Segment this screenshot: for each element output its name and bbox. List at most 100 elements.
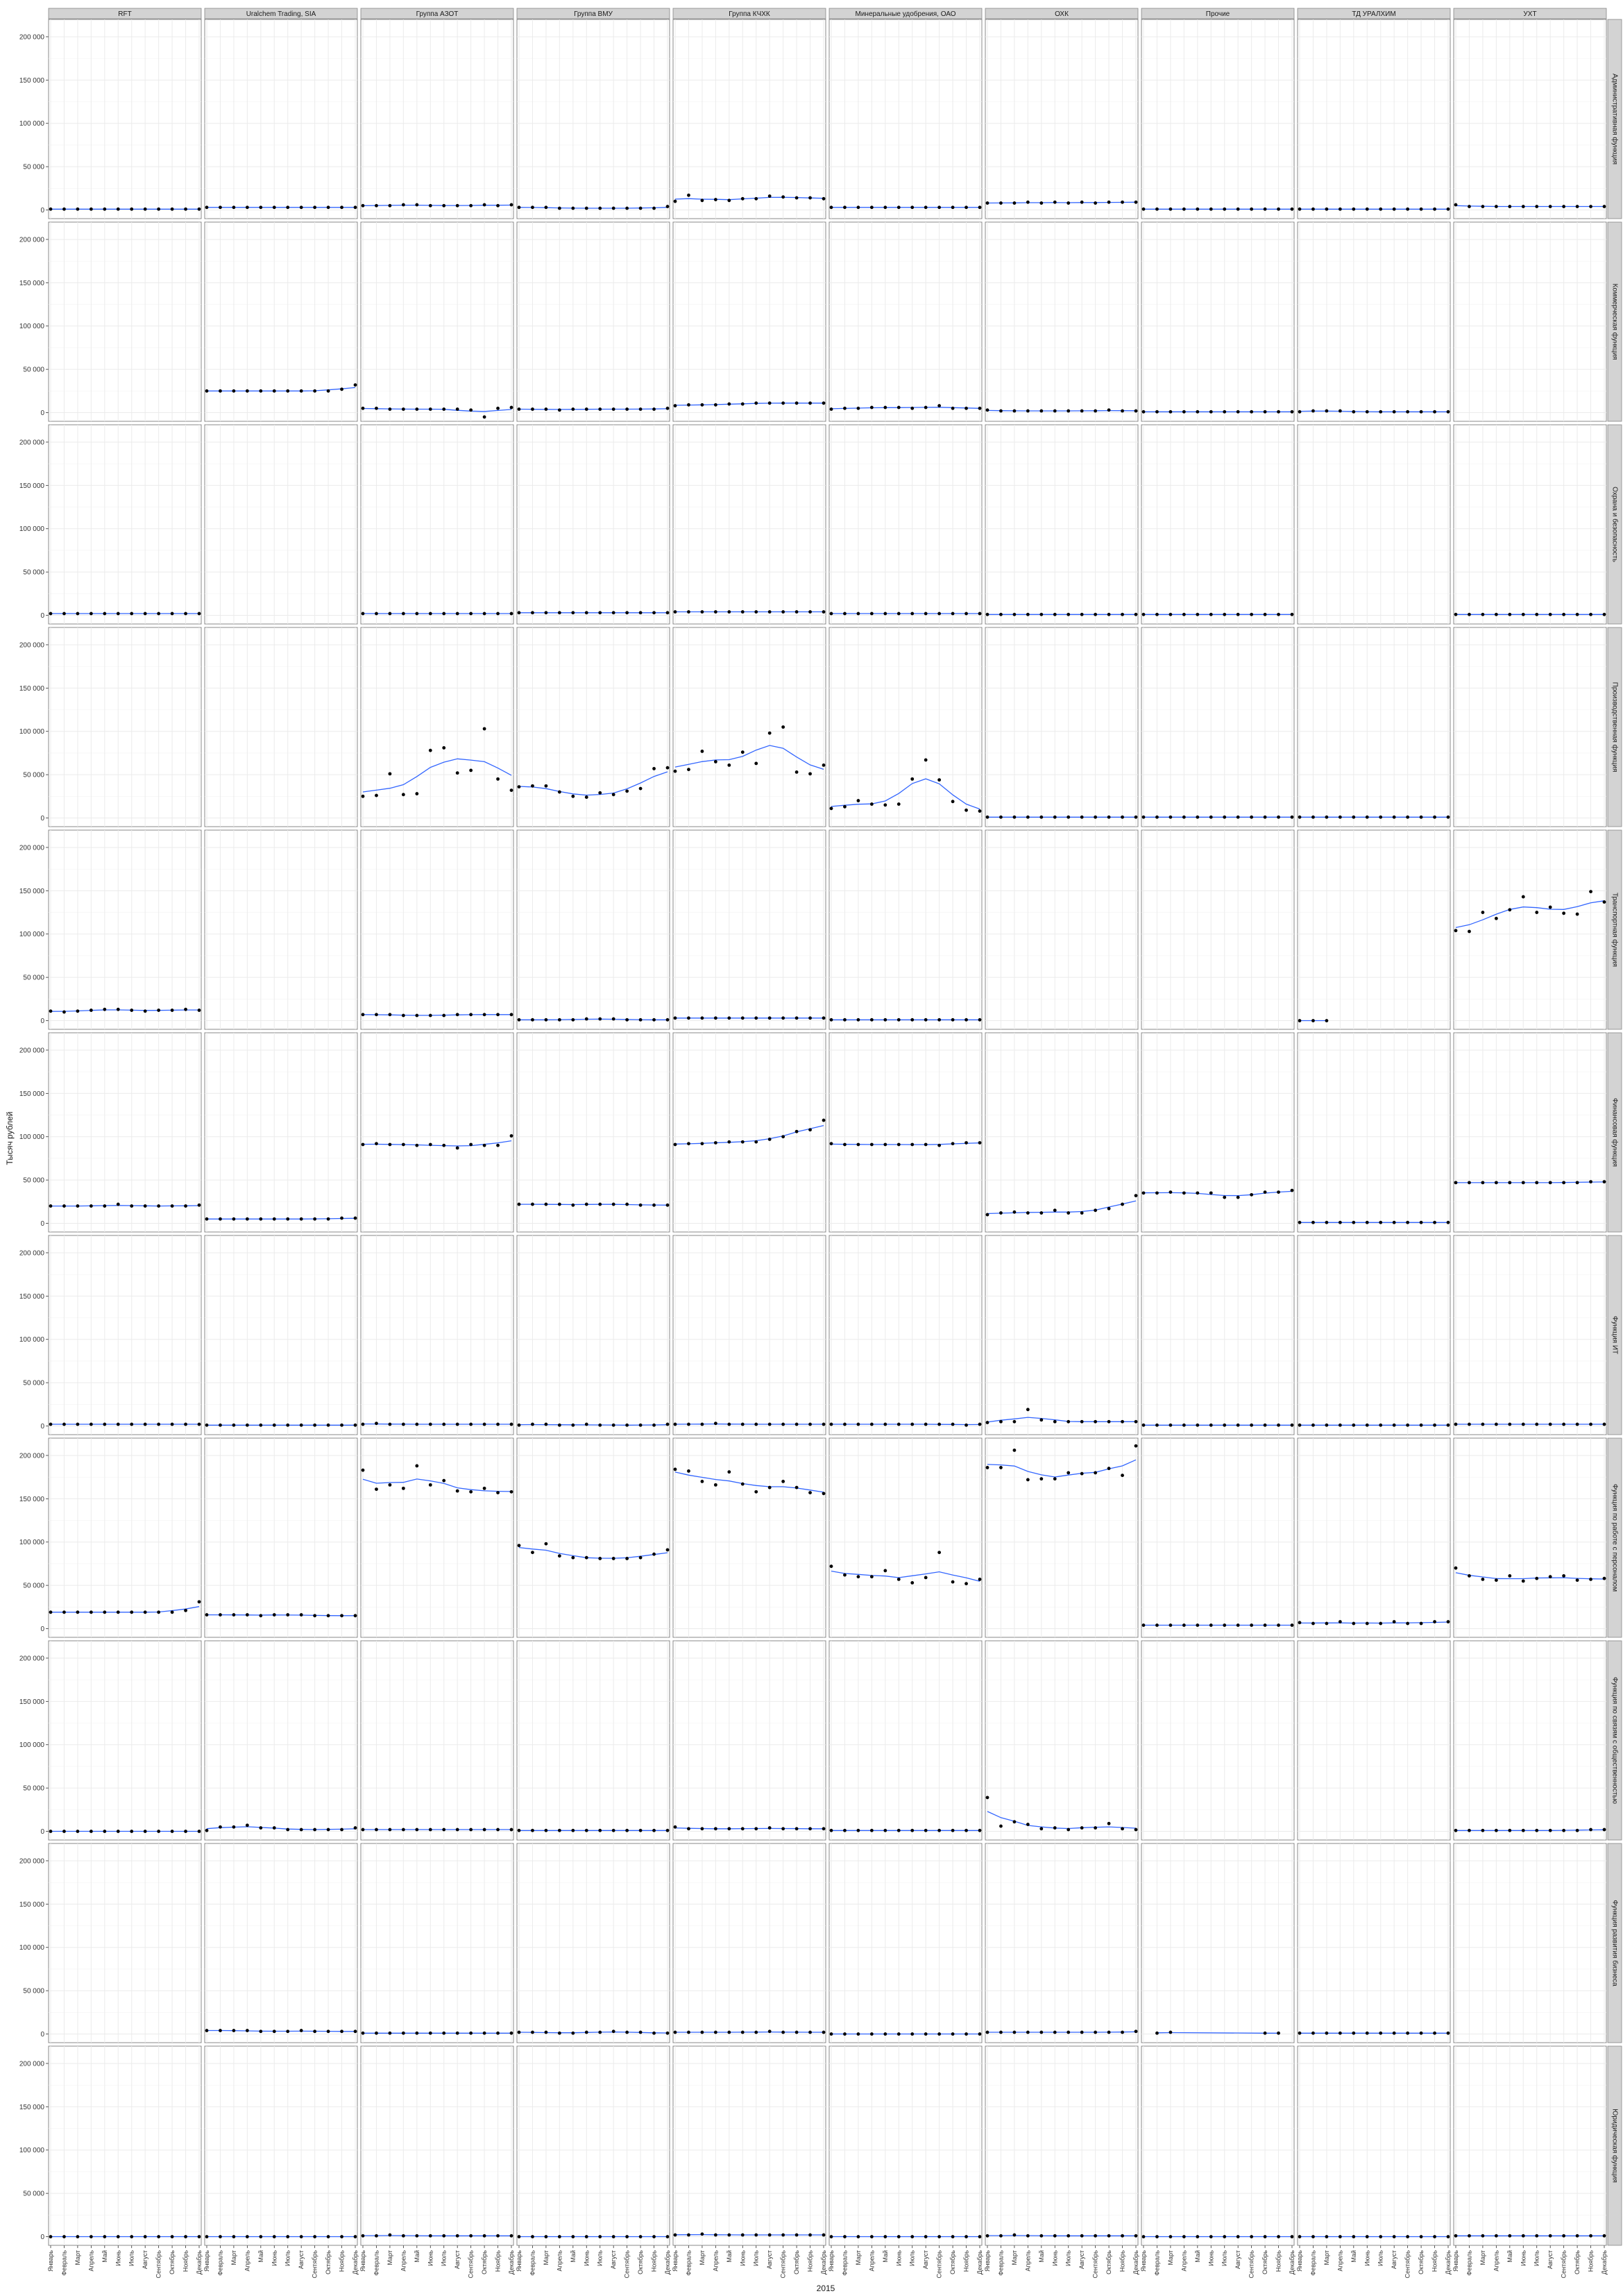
data-point bbox=[1067, 2030, 1071, 2034]
panel bbox=[1141, 2045, 1295, 2246]
data-point bbox=[1311, 815, 1315, 819]
data-point bbox=[326, 1217, 330, 1221]
data-point bbox=[313, 389, 317, 393]
data-point bbox=[76, 611, 80, 616]
data-point bbox=[571, 794, 575, 798]
data-point bbox=[544, 784, 548, 788]
x-tick-label: Июнь bbox=[114, 2250, 121, 2266]
data-point bbox=[299, 205, 303, 210]
data-point bbox=[611, 793, 615, 797]
data-point bbox=[924, 405, 928, 410]
smooth-line bbox=[831, 1142, 980, 1145]
data-point bbox=[1562, 612, 1566, 616]
data-point bbox=[829, 2235, 833, 2238]
data-point bbox=[951, 611, 955, 616]
smooth-line bbox=[362, 407, 512, 412]
panel bbox=[829, 1843, 983, 2043]
data-point bbox=[740, 610, 745, 614]
data-point bbox=[965, 1018, 968, 1022]
data-point bbox=[1338, 1220, 1342, 1224]
panel bbox=[516, 2045, 670, 2246]
data-point bbox=[638, 1203, 643, 1207]
data-point bbox=[1250, 207, 1254, 211]
smooth-line bbox=[207, 1614, 355, 1617]
data-point bbox=[1298, 1621, 1302, 1625]
data-point bbox=[496, 611, 500, 616]
y-tick-label: 100 000 bbox=[19, 1336, 45, 1344]
data-point bbox=[571, 1203, 575, 1207]
data-point bbox=[1602, 205, 1606, 208]
data-point bbox=[822, 1118, 826, 1122]
data-point bbox=[531, 1422, 534, 1426]
panel bbox=[48, 1843, 202, 2043]
data-point bbox=[496, 1422, 500, 1426]
data-point bbox=[1094, 409, 1098, 413]
x-tick-label: Март bbox=[543, 2250, 550, 2265]
data-point bbox=[937, 205, 942, 210]
y-tick-label: 150 000 bbox=[19, 482, 45, 490]
panel bbox=[360, 221, 514, 422]
data-point bbox=[1026, 1823, 1030, 1826]
data-point bbox=[517, 2030, 521, 2034]
data-point bbox=[822, 1492, 826, 1496]
data-point bbox=[415, 2031, 419, 2035]
data-point bbox=[1535, 1576, 1539, 1580]
data-point bbox=[1196, 1191, 1200, 1195]
data-point bbox=[1521, 1422, 1525, 1426]
data-point bbox=[232, 2235, 236, 2238]
data-point bbox=[76, 1204, 80, 1208]
data-point bbox=[965, 808, 968, 812]
data-point bbox=[455, 407, 459, 411]
data-point bbox=[1325, 815, 1329, 819]
data-point bbox=[1298, 410, 1302, 414]
data-point bbox=[401, 1827, 405, 1832]
data-point bbox=[910, 406, 915, 410]
data-point bbox=[116, 1610, 120, 1614]
data-point bbox=[1263, 2031, 1267, 2035]
data-point bbox=[232, 1423, 236, 1427]
data-point bbox=[978, 1828, 982, 1832]
data-point bbox=[897, 1142, 901, 1147]
data-point bbox=[611, 2235, 615, 2238]
y-tick-label: 200 000 bbox=[19, 1857, 45, 1865]
data-point bbox=[62, 207, 66, 211]
data-point bbox=[89, 1204, 93, 1208]
data-point bbox=[130, 2235, 134, 2238]
data-point bbox=[1026, 2234, 1030, 2238]
data-point bbox=[1026, 612, 1030, 616]
smooth-line bbox=[1157, 2032, 1279, 2034]
data-point bbox=[1352, 1423, 1356, 1427]
data-point bbox=[1067, 1211, 1071, 1215]
panel bbox=[1141, 19, 1295, 219]
data-point bbox=[531, 1202, 534, 1206]
data-point bbox=[1454, 2234, 1458, 2238]
data-point bbox=[1298, 207, 1302, 211]
panel bbox=[672, 1843, 826, 2043]
data-point bbox=[469, 1827, 473, 1832]
data-point bbox=[143, 1009, 147, 1013]
data-point bbox=[1169, 410, 1173, 414]
x-tick-label: Июль bbox=[597, 2250, 604, 2266]
data-point bbox=[611, 1557, 615, 1560]
x-tick-label: Апрель bbox=[244, 2250, 250, 2272]
data-point bbox=[375, 203, 378, 208]
panel bbox=[516, 19, 670, 219]
data-point bbox=[1454, 1566, 1458, 1570]
y-tick-label: 200 000 bbox=[19, 1452, 45, 1460]
data-point bbox=[1589, 1827, 1592, 1832]
data-point bbox=[1141, 612, 1146, 616]
data-point bbox=[197, 1203, 201, 1207]
data-point bbox=[781, 1016, 785, 1020]
data-point bbox=[428, 407, 432, 411]
x-tick-label: Февраль bbox=[216, 2250, 223, 2276]
data-point bbox=[205, 2235, 209, 2238]
data-point bbox=[1012, 409, 1017, 413]
data-point bbox=[469, 1142, 473, 1147]
data-point bbox=[482, 1486, 486, 1490]
data-point bbox=[937, 404, 942, 407]
data-point bbox=[544, 2235, 548, 2238]
data-point bbox=[1406, 1621, 1410, 1626]
data-point bbox=[625, 2030, 629, 2034]
data-point bbox=[1141, 1423, 1146, 1427]
data-point bbox=[557, 1423, 561, 1427]
